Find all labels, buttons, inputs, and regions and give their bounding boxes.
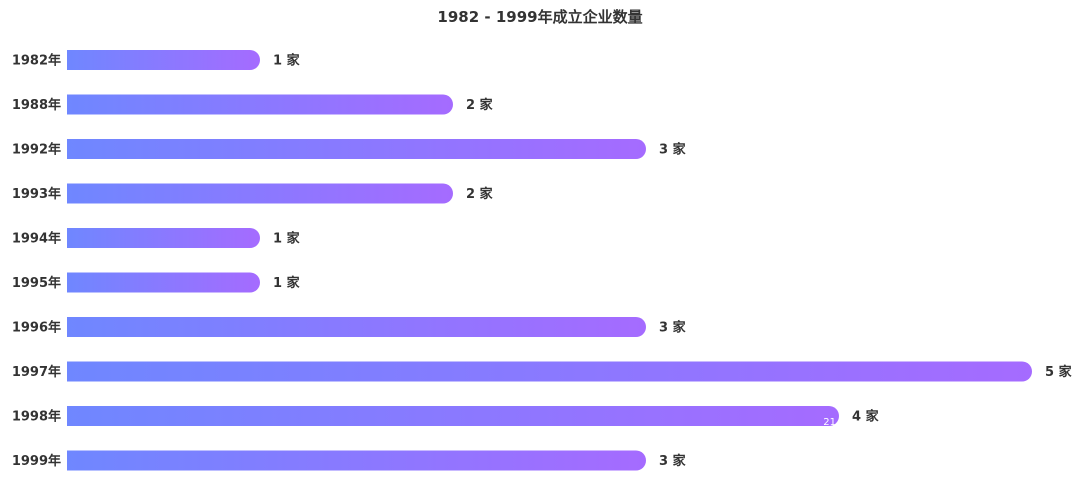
category-label: 1993年 (12, 186, 61, 202)
bar[interactable] (67, 361, 1032, 382)
category-label: 1994年 (12, 231, 61, 247)
value-label: 1 家 (273, 231, 301, 247)
bar[interactable] (67, 139, 646, 159)
value-label: 2 家 (466, 186, 494, 202)
category-label: 1996年 (12, 320, 61, 336)
bar[interactable] (67, 317, 646, 337)
category-label: 1992年 (12, 142, 61, 158)
bar[interactable] (67, 183, 453, 204)
value-label: 4 家 (852, 409, 880, 425)
value-label: 5 家 (1045, 364, 1073, 380)
value-label: 3 家 (659, 320, 687, 336)
category-label: 1998年 (12, 409, 61, 425)
value-label: 1 家 (273, 275, 301, 291)
value-label: 3 家 (659, 453, 687, 469)
bar[interactable] (67, 228, 260, 248)
bar-inner-annotation: 21 (823, 417, 836, 428)
category-label: 1988年 (12, 97, 61, 113)
category-label: 1995年 (12, 275, 61, 291)
bar[interactable] (67, 94, 453, 115)
value-label: 1 家 (273, 53, 301, 69)
value-label: 2 家 (466, 97, 494, 113)
value-label: 3 家 (659, 142, 687, 158)
bar[interactable] (67, 50, 260, 70)
bar[interactable] (67, 406, 839, 426)
category-label: 1982年 (12, 53, 61, 69)
chart-title: 1982 - 1999年成立企业数量 (437, 8, 643, 26)
category-label: 1997年 (12, 364, 61, 380)
bar[interactable] (67, 272, 260, 293)
category-label: 1999年 (12, 453, 61, 469)
bar[interactable] (67, 450, 647, 471)
